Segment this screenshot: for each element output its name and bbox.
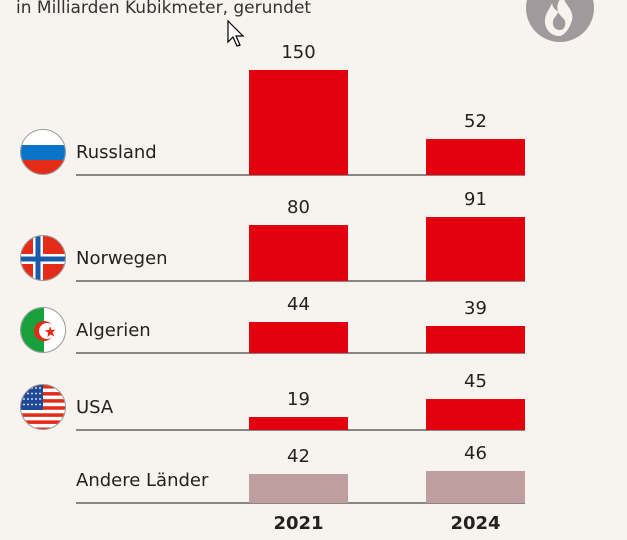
data-label: 80 — [287, 197, 310, 218]
bar-algerien-2024 — [426, 326, 525, 353]
data-label: 91 — [464, 189, 487, 210]
data-label: 39 — [464, 298, 487, 319]
baseline-divider — [76, 502, 525, 504]
category-label: Algerien — [76, 320, 151, 341]
category-label: Russland — [76, 142, 157, 163]
baseline-divider — [76, 352, 525, 354]
data-label: 45 — [464, 371, 487, 392]
norway-flag-icon — [20, 235, 66, 281]
russia-flag-icon — [20, 129, 66, 175]
bar-usa-2024 — [426, 399, 525, 430]
data-label: 19 — [287, 389, 310, 410]
bar-andere-länder-2021 — [249, 474, 348, 503]
mouse-cursor-icon — [227, 20, 245, 47]
chart-subtitle: in Milliarden Kubikmeter, gerundet — [16, 0, 312, 18]
data-label: 44 — [287, 294, 310, 315]
category-label: Norwegen — [76, 248, 168, 269]
baseline-divider — [76, 429, 525, 431]
baseline-divider — [76, 174, 525, 176]
x-tick-label: 2024 — [450, 513, 501, 534]
bar-usa-2021 — [249, 417, 348, 430]
x-tick-label: 2021 — [273, 513, 324, 534]
category-label: USA — [76, 397, 114, 418]
bar-andere-länder-2024 — [426, 471, 525, 503]
data-label: 42 — [287, 446, 310, 467]
gas-flame-icon — [526, 0, 594, 42]
bar-russland-2021 — [249, 70, 348, 175]
bar-algerien-2021 — [249, 322, 348, 353]
bar-norwegen-2021 — [249, 225, 348, 281]
usa-flag-icon — [20, 384, 66, 430]
bar-norwegen-2024 — [426, 217, 525, 281]
algeria-flag-icon — [20, 307, 66, 353]
data-label: 52 — [464, 111, 487, 132]
category-label: Andere Länder — [76, 470, 209, 491]
data-label: 46 — [464, 443, 487, 464]
baseline-divider — [76, 280, 525, 282]
bar-russland-2024 — [426, 139, 525, 175]
data-label: 150 — [281, 42, 316, 63]
